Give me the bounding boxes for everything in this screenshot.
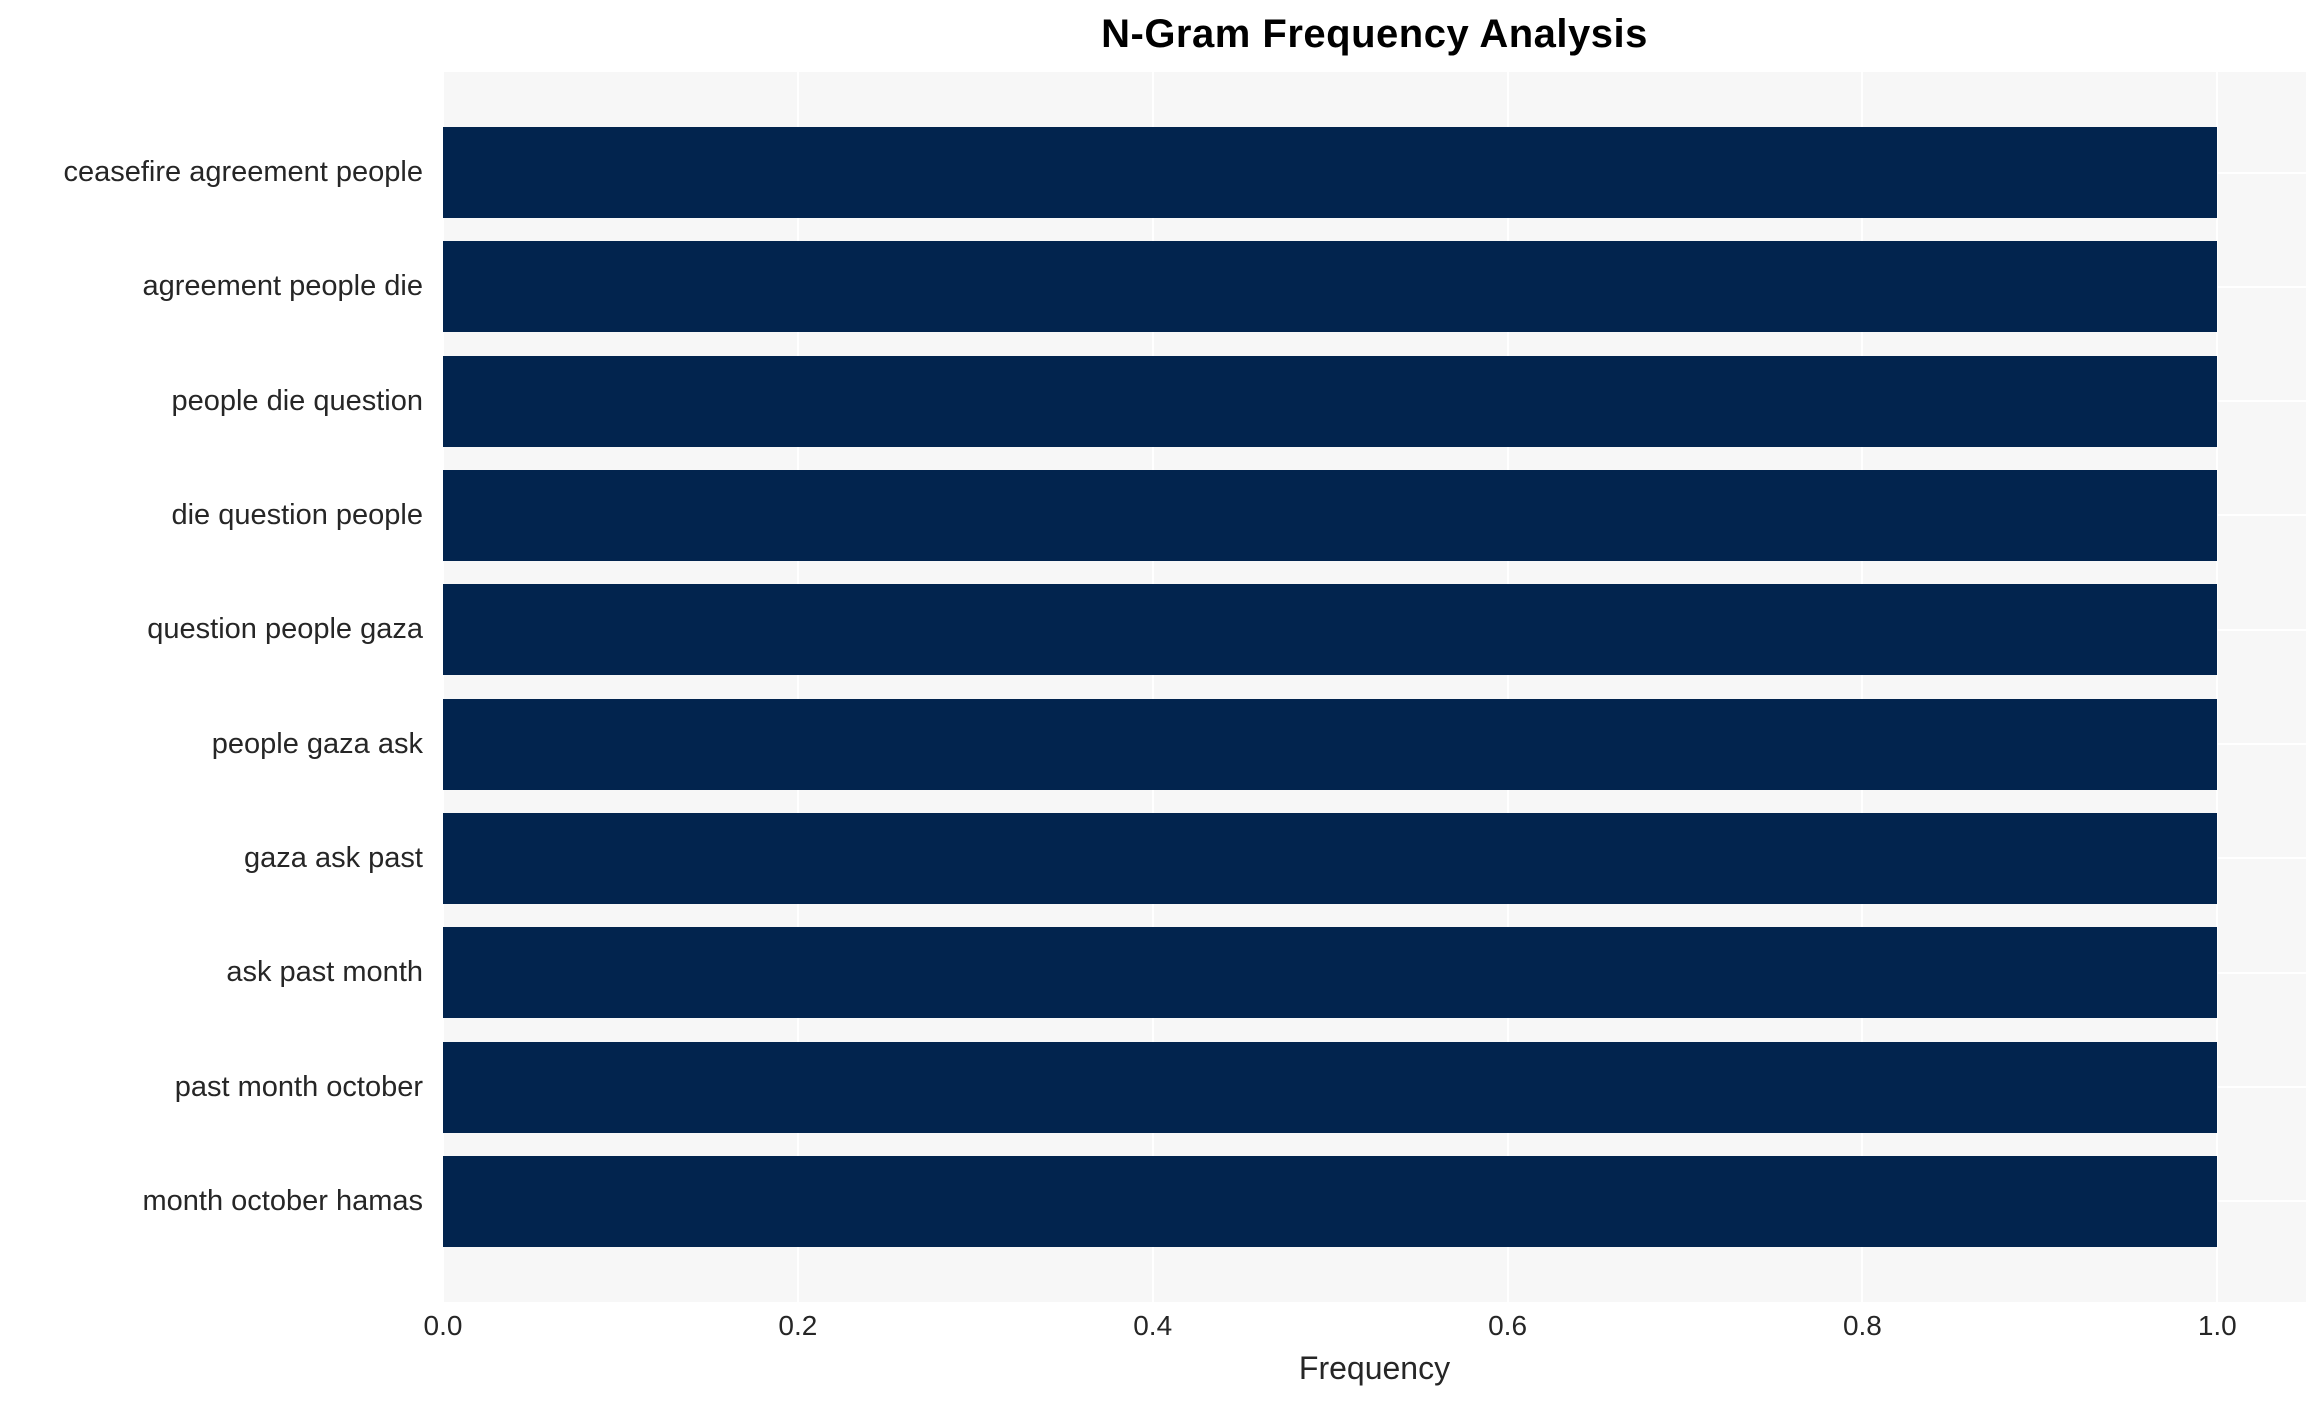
bar-gaza-ask-past — [443, 812, 2218, 904]
y-tick-label-month-october-hamas: month october hamas — [142, 1184, 423, 1217]
bar-row — [443, 927, 2306, 1019]
x-tick-label-0.2: 0.2 — [778, 1310, 818, 1341]
x-tick-label-0.4: 0.4 — [1133, 1310, 1173, 1341]
gridline-x-0.4 — [1151, 72, 1154, 1302]
gridline-x-1.0 — [2216, 72, 2219, 1302]
y-tick-label-people-die-question: people die question — [171, 384, 423, 417]
bar-row — [443, 1155, 2306, 1247]
bar-row — [443, 812, 2306, 904]
x-tick-label-0.0: 0.0 — [423, 1310, 463, 1341]
bar-row — [443, 469, 2306, 561]
x-tick-label-0.6: 0.6 — [1488, 1310, 1528, 1341]
y-axis-labels: ceasefire agreement people agreement peop… — [0, 72, 433, 1302]
x-tick-label-1.0: 1.0 — [2197, 1310, 2237, 1341]
gridline-x-0.8 — [1861, 72, 1864, 1302]
y-tick-label-people-gaza-ask: people gaza ask — [211, 727, 423, 760]
bar-row — [443, 355, 2306, 447]
bar-ask-past-month — [443, 927, 2218, 1019]
bar-people-gaza-ask — [443, 698, 2218, 790]
bars-layer — [443, 72, 2306, 1302]
bar-row — [443, 698, 2306, 790]
bar-row — [443, 1041, 2306, 1133]
bar-row — [443, 584, 2306, 676]
bar-people-die-question — [443, 355, 2218, 447]
x-axis-label: Frequency — [1298, 1350, 1451, 1386]
gridline-x-0.6 — [1506, 72, 1509, 1302]
chart-title: N-Gram Frequency Analysis — [1101, 11, 1648, 56]
bar-die-question-people — [443, 469, 2218, 561]
y-tick-label-past-month-october: past month october — [174, 1070, 423, 1103]
vertical-gridlines — [442, 72, 2306, 1302]
y-tick-label-ask-past-month: ask past month — [226, 956, 423, 989]
bar-question-people-gaza — [443, 584, 2218, 676]
bar-agreement-people-die — [443, 241, 2218, 333]
gridline-x-0.0 — [442, 72, 444, 1302]
y-tick-label-die-question-people: die question people — [171, 498, 423, 531]
bar-ceasefire-agreement-people — [443, 127, 2218, 218]
x-axis-ticks: 0.0 0.2 0.4 0.6 0.8 1.0 — [424, 1310, 2306, 1344]
y-tick-label-agreement-people-die: agreement people die — [142, 270, 423, 303]
y-tick-label-gaza-ask-past: gaza ask past — [244, 841, 423, 874]
gridline-x-0.2 — [796, 72, 799, 1302]
y-tick-label-ceasefire-agreement-people: ceasefire agreement people — [63, 156, 423, 188]
plot-area — [442, 72, 2306, 1302]
bar-row — [443, 127, 2306, 218]
bar-month-october-hamas — [443, 1155, 2218, 1247]
y-tick-label-question-people-gaza: question people gaza — [147, 613, 423, 646]
x-tick-label-0.8: 0.8 — [1842, 1310, 1882, 1341]
bar-row — [443, 241, 2306, 333]
bar-past-month-october — [443, 1041, 2218, 1133]
